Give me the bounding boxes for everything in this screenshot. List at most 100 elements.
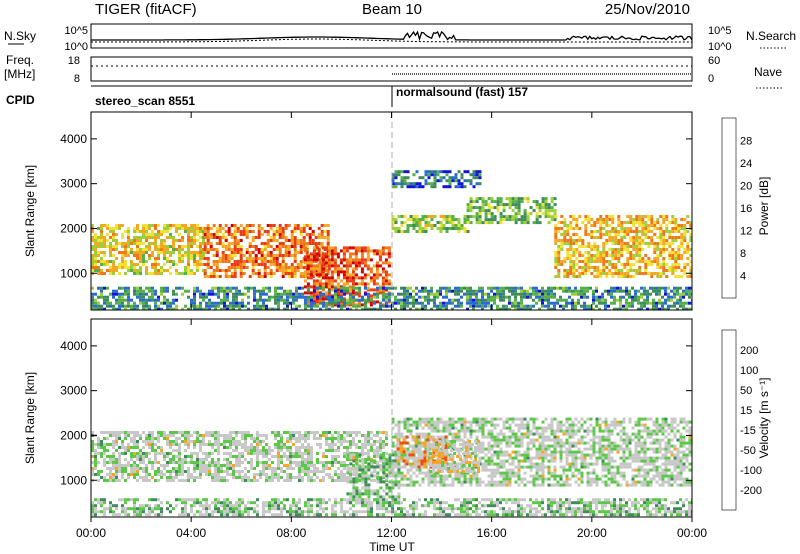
power-cell (235, 286, 238, 290)
power-cell (505, 215, 509, 219)
power-cell (653, 272, 657, 275)
power-cell (596, 257, 600, 260)
velocity-cell (289, 476, 292, 479)
power-cell (406, 170, 410, 174)
power-cell (301, 292, 304, 296)
power-cell (233, 260, 237, 263)
power-cell (130, 298, 133, 302)
power-cell (487, 197, 491, 201)
power-cell (306, 300, 310, 304)
power-cell (572, 218, 576, 221)
power-cell (133, 301, 136, 305)
power-cell (324, 246, 328, 250)
power-cell (562, 298, 565, 302)
power-cell (303, 273, 307, 277)
velocity-cell (214, 467, 217, 470)
power-cell (689, 266, 692, 269)
power-cell (481, 295, 484, 299)
power-cell (641, 221, 645, 224)
power-cell (318, 279, 322, 283)
power-cell (403, 289, 406, 293)
power-cell (236, 248, 240, 251)
velocity-cell (421, 435, 425, 439)
velocity-cell (235, 431, 238, 434)
power-cell (331, 304, 334, 308)
power-cell (623, 248, 627, 251)
power-cell (370, 307, 373, 310)
velocity-cell (196, 434, 199, 437)
power-cell (293, 257, 297, 260)
power-cell (563, 218, 567, 221)
power-cell (345, 273, 349, 277)
power-cell (599, 236, 603, 239)
power-cell (596, 251, 600, 254)
power-cell (559, 304, 562, 308)
power-cell (563, 239, 567, 242)
velocity-cell (184, 431, 187, 434)
power-cell (206, 227, 210, 230)
velocity-cell (301, 458, 304, 461)
velocity-cell (196, 476, 199, 479)
power-cell (688, 286, 691, 290)
power-cell (644, 263, 648, 266)
power-cell (239, 233, 243, 236)
power-cell (94, 260, 97, 263)
velocity-cell (136, 452, 139, 455)
power-cell (331, 295, 334, 299)
power-cell (689, 233, 692, 236)
power-cell (312, 294, 316, 298)
velocity-cell (91, 467, 94, 470)
power-cell (439, 224, 443, 227)
power-cell (287, 251, 291, 254)
power-cell (511, 218, 515, 222)
power-cell (314, 248, 318, 251)
velocity-cell (349, 440, 352, 443)
power-cell (448, 185, 452, 189)
power-cell (239, 257, 243, 260)
velocity-cell (274, 470, 277, 473)
power-cell (257, 272, 261, 275)
power-cell (322, 286, 325, 290)
power-cell (91, 254, 94, 257)
power-cell (328, 301, 331, 305)
power-cell (581, 254, 585, 257)
velocity-cell (448, 429, 452, 433)
power-cell (608, 263, 612, 266)
velocity-cell (463, 465, 467, 469)
velocity-cell (331, 476, 334, 479)
velocity-cell (307, 452, 310, 455)
velocity-cell (469, 429, 473, 433)
power-cell (317, 266, 321, 269)
power-cell (427, 182, 431, 186)
power-cell (230, 275, 234, 278)
power-cell (224, 272, 228, 275)
velocity-cell (199, 476, 202, 479)
power-cell (342, 252, 346, 256)
power-cell (397, 298, 400, 302)
power-cell (469, 206, 473, 210)
velocity-cell (103, 461, 106, 464)
power-cell (689, 248, 692, 251)
velocity-cell (481, 417, 485, 421)
power-cell (136, 272, 139, 275)
power-cell (493, 200, 497, 204)
power-cell (433, 224, 437, 227)
power-cell (547, 212, 551, 216)
velocity-cell (355, 452, 358, 455)
power-cell (235, 301, 238, 305)
velocity-cell (193, 470, 196, 473)
power-cell (230, 254, 234, 257)
power-cell (554, 233, 558, 236)
velocity-cell (463, 435, 467, 439)
power-cell (517, 209, 521, 213)
power-cell (653, 227, 657, 230)
power-cell (349, 295, 352, 299)
velocity-cell (469, 480, 473, 484)
power-cell (233, 236, 237, 239)
power-cell (196, 266, 199, 269)
velocity-cell (241, 452, 244, 455)
power-cell (661, 304, 664, 308)
power-cell (325, 307, 328, 310)
velocity-cell (436, 435, 440, 439)
power-cell (100, 286, 103, 290)
